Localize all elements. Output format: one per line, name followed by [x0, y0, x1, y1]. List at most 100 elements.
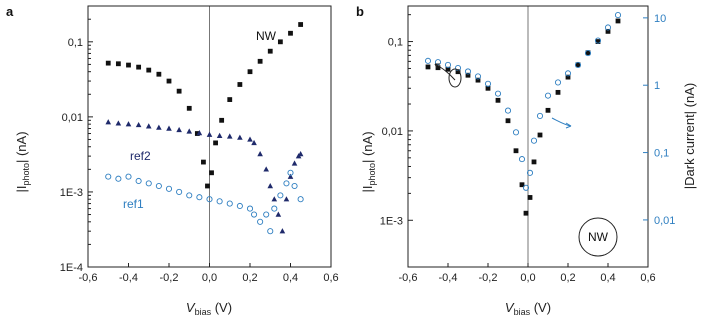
- data-point-dark-current: [584, 50, 592, 57]
- data-point-dark-current: [484, 80, 492, 87]
- data-point-dark-current: [614, 12, 622, 19]
- panel-a-x-tick-label: -0,6: [79, 272, 98, 284]
- panel-a-x-tick-label: 0,0: [202, 272, 217, 284]
- panel-b-y-right-tick-label: 1: [654, 80, 660, 92]
- data-point-photo-current: [435, 65, 441, 71]
- data-point-ref2: [125, 121, 132, 127]
- data-point-ref2: [105, 119, 112, 125]
- data-point-ref1: [267, 228, 274, 235]
- data-point-ref1: [125, 173, 132, 180]
- left-axis-arrow-icon: [434, 63, 456, 81]
- data-point-ref2: [176, 126, 182, 133]
- series-dark-current: [424, 12, 622, 191]
- panel-b-y-tick-label: 0,01: [382, 126, 403, 138]
- panel-b-series: [424, 12, 622, 216]
- panel-b-x-tick-label: -0,6: [399, 272, 418, 284]
- data-point-ref1: [115, 175, 122, 182]
- panel-a-y-tick-label: 0,1: [68, 37, 83, 49]
- panel-a-y-tick-label: 1E-3: [60, 187, 83, 199]
- data-point-dark-current: [512, 129, 520, 136]
- data-point-ref1: [271, 205, 278, 212]
- data-point-ref2: [206, 131, 213, 137]
- panel-b-y-right-tick-label: 0,1: [654, 148, 669, 160]
- data-point-ref1: [226, 200, 233, 207]
- data-point-photo-current: [445, 66, 451, 72]
- data-point-nw: [201, 159, 206, 165]
- data-point-ref1: [283, 180, 290, 187]
- data-point-photo-current: [425, 64, 431, 70]
- data-point-nw: [219, 117, 225, 123]
- panel-b: b -0,6 -0,4 -0,2 0,0 0,2 0,4 0,6 1E-3 0,01 0,1 0,0…: [356, 4, 697, 317]
- panel-a-xlabel: Vbias (V): [186, 300, 232, 317]
- data-point-dark-current: [424, 57, 432, 64]
- data-point-ref1: [105, 173, 112, 180]
- data-point-photo-current: [523, 210, 529, 216]
- data-point-ref1: [297, 196, 304, 203]
- data-point-dark-current: [434, 59, 442, 66]
- data-point-ref1: [135, 177, 142, 185]
- data-point-nw: [288, 30, 293, 36]
- data-point-ref2: [196, 129, 203, 136]
- data-point-dark-current: [474, 73, 482, 80]
- data-point-photo-current: [585, 50, 591, 56]
- data-point-photo-current: [485, 85, 491, 91]
- data-point-ref1: [206, 196, 213, 203]
- right-axis-arrowhead-icon: [565, 122, 572, 129]
- data-point-photo-current: [545, 107, 551, 113]
- panel-a-y-tick-label: 1E-4: [60, 262, 83, 274]
- nw-circle-label: NW: [588, 230, 609, 244]
- data-point-ref2: [275, 211, 282, 217]
- data-point-ref2: [226, 133, 233, 139]
- panel-b-ylabel-right: |Dark current| (nA): [682, 83, 697, 189]
- data-point-nw: [237, 82, 243, 87]
- panel-a-series: [105, 22, 304, 235]
- data-point-dark-current: [522, 184, 530, 191]
- data-point-photo-current: [505, 118, 511, 124]
- panel-a-x-tick-label: 0,2: [242, 272, 257, 284]
- data-point-ref2: [291, 160, 298, 166]
- data-point-ref2: [279, 228, 286, 234]
- data-point-ref2: [156, 124, 162, 130]
- panel-b-x-tick-label: 0,6: [640, 272, 655, 284]
- panel-b-x-tick-label: 0,4: [600, 272, 615, 284]
- data-point-ref2: [237, 134, 243, 140]
- data-point-nw: [126, 62, 131, 68]
- data-point-ref1: [250, 211, 258, 218]
- data-point-ref2: [251, 139, 257, 146]
- panel-b-y-tick-label: 0,1: [388, 37, 403, 49]
- data-point-ref1: [165, 185, 173, 192]
- data-point-nw: [209, 170, 214, 176]
- data-point-dark-current: [464, 68, 472, 75]
- data-point-ref1: [246, 205, 254, 212]
- data-point-ref1: [216, 198, 223, 205]
- data-point-photo-current: [575, 62, 581, 68]
- data-point-nw: [298, 22, 304, 27]
- data-point-nw: [213, 140, 218, 146]
- panel-b-xlabel: Vbias (V): [505, 300, 551, 317]
- data-point-ref1: [263, 211, 270, 218]
- data-point-photo-current: [537, 132, 543, 138]
- data-point-ref1: [236, 202, 243, 210]
- data-point-nw: [146, 67, 152, 73]
- data-point-ref2: [257, 151, 263, 157]
- data-point-ref1: [155, 182, 162, 190]
- panel-a: a -0,6 -0,4 -0,2 0,0 0,2 0,4 0,6 1E-4 1E-3 0,01 0,…: [6, 4, 339, 317]
- data-point-nw: [176, 88, 182, 94]
- annotation-nw: NW: [256, 29, 277, 43]
- series-ref1: [105, 169, 304, 235]
- panel-b-x-tick-label: 0,0: [520, 272, 535, 284]
- data-point-ref2: [135, 121, 142, 128]
- data-point-ref2: [283, 196, 290, 202]
- data-point-nw: [105, 60, 111, 66]
- panel-b-y-right-tick-label: 0,01: [654, 215, 675, 227]
- panel-a-ylabel: |Iphoto| (nA): [14, 131, 31, 192]
- data-point-photo-current: [531, 159, 537, 165]
- panel-b-ticks: -0,6 -0,4 -0,2 0,0 0,2 0,4 0,6 1E-3 0,01 0,1 0,01 0…: [380, 13, 676, 284]
- data-point-ref1: [257, 218, 264, 225]
- data-point-nw: [277, 39, 283, 45]
- data-point-dark-current: [536, 112, 544, 119]
- data-point-photo-current: [513, 148, 519, 154]
- data-point-dark-current: [544, 92, 552, 99]
- data-point-ref2: [145, 123, 152, 129]
- data-point-ref1: [196, 194, 203, 201]
